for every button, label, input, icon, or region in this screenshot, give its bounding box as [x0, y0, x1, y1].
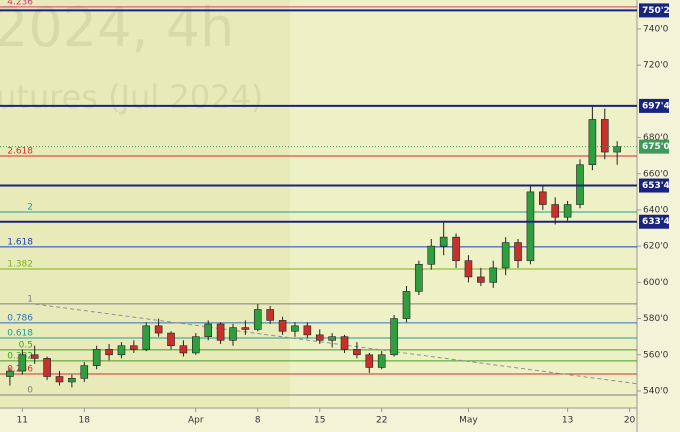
candle-body — [253, 309, 262, 330]
y-tick-label: 620'0 — [643, 242, 669, 252]
candle-body — [291, 325, 299, 332]
candle-body — [340, 336, 349, 350]
y-tick-label: 540'0 — [643, 386, 669, 396]
fib-label: 0.618 — [7, 328, 33, 338]
trend-line — [35, 303, 638, 385]
price-tag — [639, 3, 669, 18]
candle-body — [43, 358, 51, 377]
fib-label: 0 — [27, 385, 33, 395]
candle-body — [30, 354, 39, 359]
candle-body — [464, 260, 473, 278]
y-tick-label: 640'0 — [643, 205, 669, 215]
fib-label: 0.786 — [7, 313, 33, 323]
candle-body — [6, 370, 14, 377]
candle-body — [80, 365, 89, 379]
candle-body — [315, 334, 324, 341]
watermark: 2024, 4h — [0, 0, 234, 59]
x-tick-label: May — [459, 416, 478, 426]
candle-body — [105, 349, 113, 356]
candle-body — [68, 378, 76, 383]
y-tick-label: 600'0 — [643, 278, 669, 288]
candle-body — [142, 325, 151, 350]
candle-body — [328, 336, 336, 341]
candle-body — [365, 354, 374, 368]
candle-body — [551, 204, 560, 218]
candle-body — [390, 318, 398, 356]
price-tag-label: 633'4 — [642, 217, 670, 227]
candle-body — [477, 276, 485, 283]
candle-body — [154, 325, 163, 334]
candle-body — [192, 336, 200, 354]
x-axis-area — [0, 408, 637, 432]
y-tick-label: 680'0 — [643, 133, 669, 143]
y-tick-label: 740'0 — [643, 24, 669, 34]
fib-label: 1 — [27, 294, 33, 304]
candle-body — [415, 263, 423, 292]
candle-body — [241, 327, 250, 330]
candle-body — [501, 242, 510, 269]
candle-body — [353, 349, 361, 356]
last-price-tag — [639, 139, 669, 154]
price-tag — [639, 98, 669, 113]
candle-body — [117, 345, 126, 356]
price-tag-label: 653'4 — [642, 181, 670, 191]
y-tick-label: 660'0 — [643, 169, 669, 179]
candle-body — [489, 267, 498, 283]
candle-body — [216, 323, 225, 341]
candle-body — [55, 376, 64, 383]
candle-body — [303, 325, 312, 336]
candle-body — [600, 119, 609, 153]
fib-label: 4.236 — [7, 0, 33, 7]
candle-body — [179, 345, 188, 354]
last-price-label: 675'0 — [642, 142, 670, 152]
candle-body — [402, 291, 411, 319]
candle-body — [452, 236, 460, 261]
x-tick-label: 20 — [624, 416, 636, 426]
x-tick-label: 8 — [255, 416, 261, 426]
candle-body — [18, 354, 27, 372]
x-tick-label: 13 — [562, 416, 573, 426]
candle-body — [266, 309, 274, 321]
x-tick-label: Apr — [188, 416, 204, 426]
price-tag — [639, 214, 669, 229]
candle-body — [427, 245, 436, 265]
fib-label: 2.618 — [7, 147, 33, 157]
x-tick-label: 18 — [79, 416, 91, 426]
x-tick-label: 15 — [314, 416, 325, 426]
candle-body — [130, 345, 138, 350]
fib-label: 0.5 — [19, 340, 33, 350]
candle-body — [204, 323, 213, 337]
fib-label: 2 — [27, 202, 33, 212]
candle-body — [439, 236, 448, 247]
y-tick-label: 720'0 — [643, 61, 669, 71]
candle-body — [613, 146, 621, 153]
fib-label: 1.382 — [7, 259, 33, 269]
candle-body — [588, 119, 597, 166]
candle-body — [563, 204, 572, 218]
candle-body — [92, 349, 101, 366]
x-tick-label: 22 — [376, 416, 387, 426]
y-tick-label: 580'0 — [643, 314, 669, 324]
price-tag-label: 697'4 — [642, 101, 670, 111]
price-tag-label: 750'2 — [642, 6, 670, 16]
x-tick-label: 11 — [17, 416, 28, 426]
candle-body — [278, 320, 287, 332]
candle-body — [539, 191, 547, 205]
y-tick-label: 560'0 — [643, 350, 669, 360]
price-tag — [639, 178, 669, 193]
candle-body — [526, 191, 535, 261]
candle-body — [377, 354, 386, 368]
watermark: utures (Jul 2024) — [0, 78, 263, 116]
candle-body — [514, 242, 522, 261]
candle-body — [229, 327, 237, 341]
candle-body — [167, 332, 175, 347]
fib-label: 1.618 — [7, 237, 33, 247]
